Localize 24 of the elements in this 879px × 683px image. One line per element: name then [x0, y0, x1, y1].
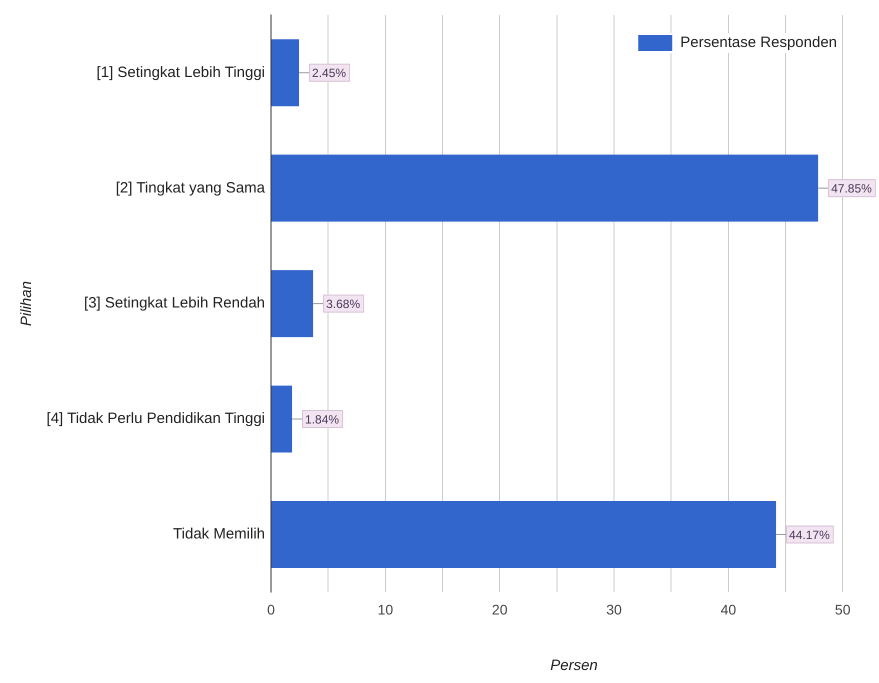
- x-tick-label: 10: [378, 601, 394, 618]
- x-tick-label: 30: [606, 601, 622, 618]
- x-tick-label: 40: [720, 601, 736, 618]
- y-axis-title: Pilihan: [18, 281, 36, 326]
- data-label: 1.84%: [305, 412, 340, 426]
- y-tick-label: [4] Tidak Perlu Pendidikan Tinggi: [46, 410, 266, 428]
- bar: [272, 386, 292, 453]
- bar: [272, 501, 776, 568]
- y-tick-label: Tidak Memilih: [173, 526, 266, 543]
- data-label: 2.45%: [312, 66, 346, 80]
- data-label: 44.17%: [789, 528, 830, 542]
- y-tick-label: [1] Setingkat Lebih Tinggi: [96, 64, 266, 81]
- data-label: 3.68%: [326, 296, 360, 311]
- data-label: 47.85%: [831, 181, 872, 196]
- x-tick-label: 0: [267, 601, 276, 618]
- bar: [272, 39, 300, 106]
- x-tick-label: 50: [834, 601, 851, 618]
- legend-label: Persentase Responden: [680, 34, 838, 52]
- y-tick-label: [3] Setingkat Lebih Rendah: [84, 294, 266, 312]
- x-axis-title: Persen: [550, 657, 598, 674]
- x-tick-label: 20: [492, 601, 508, 618]
- y-tick-label: [2] Tingkat yang Sama: [116, 179, 266, 196]
- bar: [272, 154, 818, 222]
- bar: [272, 270, 314, 338]
